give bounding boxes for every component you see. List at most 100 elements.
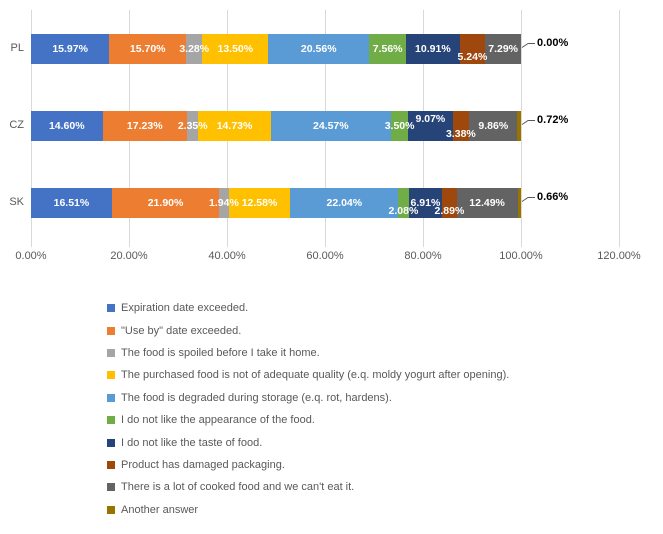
data-label: 7.29% [488, 43, 519, 55]
legend-item-label: The food is spoiled before I take it hom… [121, 346, 320, 359]
data-label: 2.35% [177, 120, 208, 132]
data-label: 3.50% [384, 120, 415, 132]
bar-segment: 1.94% [209, 188, 239, 218]
gridline [521, 10, 522, 247]
data-label: 21.90% [147, 197, 184, 209]
data-label: 9.86% [478, 120, 509, 132]
data-label: 12.58% [241, 197, 278, 209]
x-axis-tick-label: 40.00% [208, 250, 246, 262]
bar-segment: 9.86% [469, 111, 518, 141]
callout-label: 0.72% [537, 114, 569, 126]
legend: Expiration date exceeded. "Use by" date e… [107, 297, 509, 521]
legend-swatch-icon [107, 326, 115, 335]
legend-item-label: Another answer [121, 503, 199, 516]
bar-segment: 3.28% [179, 34, 209, 64]
legend-item: The food is spoiled before I take it hom… [107, 342, 509, 364]
callout-leader [521, 120, 536, 125]
bar-segment: 10.91% [406, 34, 460, 64]
bar-segment: 5.24% [457, 34, 488, 64]
legend-swatch-icon [107, 483, 115, 492]
bar-segment: 17.23% [102, 111, 187, 141]
legend-item: "Use by" date exceeded. [107, 319, 509, 341]
callout-label: 0.66% [537, 191, 569, 203]
legend-item: Product has damaged packaging. [107, 454, 509, 476]
data-label: 7.56% [372, 43, 403, 55]
bar-segment: 3.38% [446, 111, 476, 141]
data-label: 6.91% [410, 197, 441, 209]
legend-item-label: There is a lot of cooked food and we can… [121, 481, 355, 494]
data-label: 13.50% [217, 43, 254, 55]
x-axis-tick-label: 80.00% [404, 250, 442, 262]
x-axis-tick-label: 0.00% [15, 250, 47, 262]
bar-segment: 12.49% [456, 188, 518, 218]
legend-item-label: Expiration date exceeded. [121, 302, 249, 315]
legend-item-label: I do not like the appearance of the food… [121, 414, 315, 427]
callout-leader [521, 43, 536, 48]
legend-item: I do not like the appearance of the food… [107, 409, 509, 431]
callout-label: 0.00% [537, 37, 569, 49]
legend-swatch-icon [107, 505, 115, 514]
bar-segment [517, 111, 521, 141]
legend-swatch-icon [107, 304, 115, 313]
data-label: 5.24% [457, 50, 488, 63]
x-axis-tick-label: 120.00% [597, 250, 641, 262]
bar-segment: 20.56% [268, 34, 370, 64]
bar-segment: 7.56% [369, 34, 407, 64]
bar-segment: 13.50% [202, 34, 269, 64]
legend-item: Expiration date exceeded. [107, 297, 509, 319]
category-label-pl: PL [10, 42, 24, 54]
bar-segment: 16.51% [31, 188, 112, 218]
legend-item-label: I do not like the taste of food. [121, 436, 263, 449]
legend-swatch-icon [107, 416, 115, 425]
data-label: 16.51% [53, 197, 90, 209]
bar-segment: 2.08% [389, 188, 418, 218]
bar-cz: 14.60% 17.23% 2.35% 14.73% 24.57% 3.50% 9.07% 3… [31, 111, 521, 141]
data-label: 3.28% [179, 43, 210, 55]
bar-segment: 14.73% [198, 111, 271, 141]
data-label: 14.73% [216, 120, 253, 132]
legend-item: The food is degraded during storage (e.q… [107, 387, 509, 409]
legend-swatch-icon [107, 348, 115, 357]
bar-segment: 3.50% [385, 111, 414, 141]
legend-swatch-icon [107, 393, 115, 402]
bar-segment: 7.29% [485, 34, 521, 64]
data-label: 24.57% [313, 120, 349, 132]
data-label: 15.70% [129, 43, 166, 55]
data-label: 15.97% [52, 43, 88, 55]
legend-item: There is a lot of cooked food and we can… [107, 476, 509, 498]
bar-segment: 22.04% [290, 188, 399, 218]
data-label: 2.89% [434, 204, 465, 217]
legend-item-label: The food is degraded during storage (e.q… [121, 391, 392, 404]
category-label-sk: SK [9, 196, 24, 208]
data-label: 3.38% [445, 127, 476, 140]
category-label-cz: CZ [9, 119, 24, 131]
x-axis-tick-label: 100.00% [499, 250, 543, 262]
bar-segment: 6.91% [408, 188, 443, 218]
legend-item-label: The purchased food is not of adequate qu… [121, 369, 510, 382]
bar-segment: 15.97% [31, 34, 110, 64]
legend-swatch-icon [107, 438, 115, 447]
bar-segment: 21.90% [111, 188, 220, 218]
callout-leader [521, 197, 535, 202]
bar-segment: 12.58% [228, 188, 291, 218]
bar-segment: 9.07% [408, 111, 453, 141]
x-axis-tick-label: 60.00% [306, 250, 344, 262]
bar-segment: 15.70% [109, 34, 187, 64]
bar-segment [517, 188, 521, 218]
data-label: 22.04% [326, 197, 363, 209]
legend-item: Another answer [107, 499, 509, 521]
gridline [619, 10, 620, 247]
data-label: 12.49% [469, 197, 505, 209]
data-label: 17.23% [126, 120, 163, 132]
data-label: 10.91% [415, 43, 451, 55]
x-axis-tick-label: 20.00% [110, 250, 148, 262]
data-label: 14.60% [48, 120, 85, 132]
data-label: 1.94% [209, 197, 239, 209]
data-label: 20.56% [300, 43, 337, 55]
legend-swatch-icon [107, 460, 115, 469]
bar-segment: 2.35% [178, 111, 208, 141]
bar-segment: 14.60% [31, 111, 103, 141]
legend-item: The purchased food is not of adequate qu… [107, 364, 509, 386]
